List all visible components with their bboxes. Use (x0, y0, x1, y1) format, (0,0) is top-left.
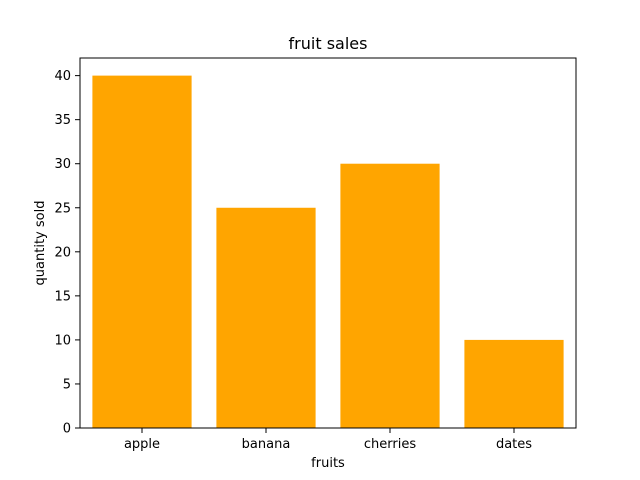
plot-frame (79, 57, 577, 429)
bar-dates (464, 339, 564, 428)
x-axis: apple banana cherries dates (124, 428, 532, 452)
x-axis-label: fruits (311, 456, 345, 471)
y-tick-label-0: 0 (63, 422, 71, 437)
y-tick-label-40: 40 (54, 69, 71, 84)
x-tick-label-dates: dates (496, 437, 532, 452)
y-tick-label-20: 20 (54, 245, 71, 260)
x-tick-label-banana: banana (242, 437, 291, 452)
bar-apple (92, 75, 192, 429)
chart-title: fruit sales (289, 34, 368, 53)
y-tick-label-35: 35 (54, 113, 71, 128)
y-tick-label-5: 5 (63, 377, 71, 392)
y-axis-label: quantity sold (33, 201, 48, 286)
bar-banana (216, 207, 316, 428)
x-tick-label-cherries: cherries (364, 437, 416, 452)
y-tick-label-30: 30 (54, 157, 71, 172)
bars-layer (92, 75, 564, 429)
y-tick-label-15: 15 (54, 289, 71, 304)
y-axis: 0 5 10 15 20 25 30 35 40 (54, 69, 80, 437)
y-tick-label-10: 10 (54, 333, 71, 348)
x-tick-label-apple: apple (124, 437, 160, 452)
bar-cherries (340, 163, 440, 428)
y-tick-label-25: 25 (54, 201, 71, 216)
